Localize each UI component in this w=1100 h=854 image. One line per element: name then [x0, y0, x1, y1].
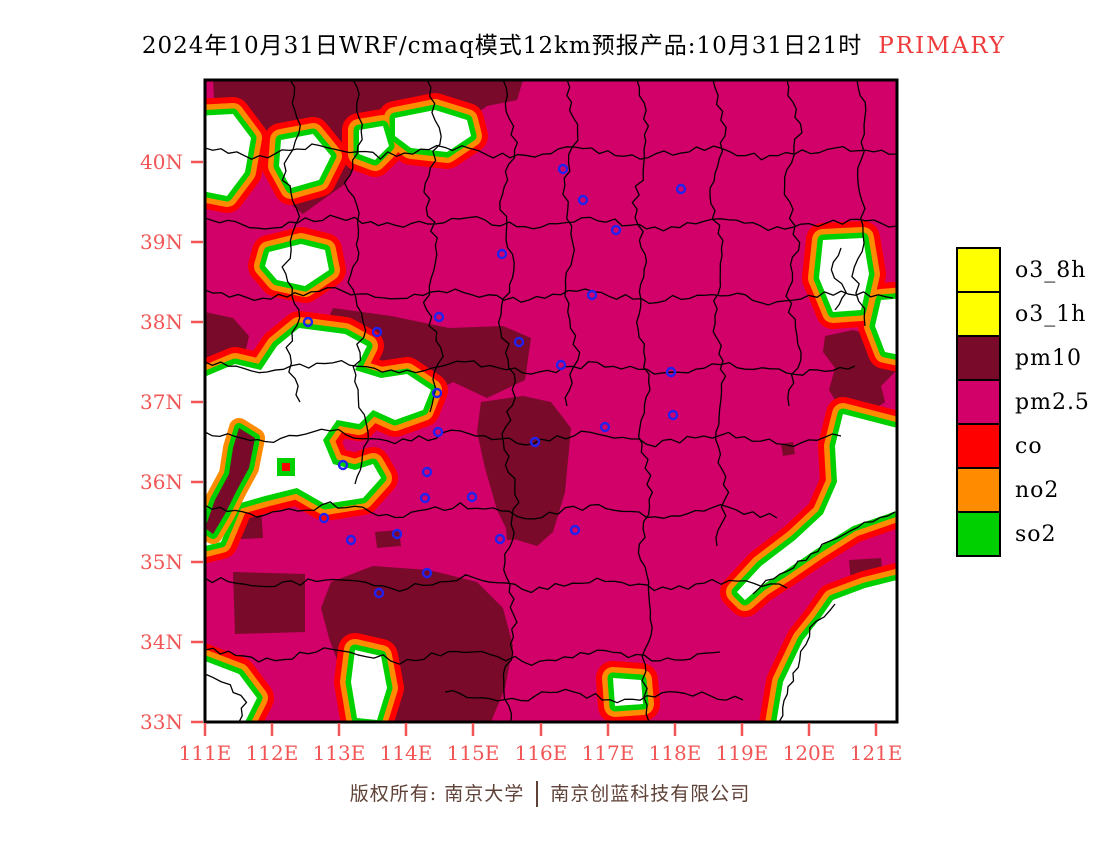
page-title: 2024年10月31日WRF/cmaq模式12km预报产品:10月31日21时 P… — [0, 26, 1100, 60]
legend-swatch-co — [956, 423, 1001, 469]
legend-swatch-no2 — [956, 467, 1001, 513]
lon-tick-label: 113E — [313, 741, 366, 765]
legend-label: pm2.5 — [1015, 389, 1090, 415]
legend-label: so2 — [1015, 521, 1057, 547]
legend-item-no2: no2 — [956, 467, 1090, 513]
legend-swatch-pm10 — [956, 335, 1001, 381]
forecast-title: 2024年10月31日WRF/cmaq模式12km预报产品:10月31日21时 — [141, 33, 863, 59]
legend-swatch-o3_8h — [956, 247, 1001, 293]
legend-item-so2: so2 — [956, 511, 1090, 557]
legend-swatch-pm2.5 — [956, 379, 1001, 425]
copyright-right: 南京创蓝科技有限公司 — [550, 783, 751, 805]
legend-item-o3_1h: o3_1h — [956, 291, 1090, 337]
lon-tick-label: 115E — [447, 741, 500, 765]
lat-tick-label: 36N — [140, 470, 183, 494]
lon-tick-label: 111E — [179, 741, 232, 765]
copyright-left: 版权所有: 南京大学 — [349, 783, 525, 805]
legend-item-pm2.5: pm2.5 — [956, 379, 1090, 425]
lat-tick-label: 33N — [140, 710, 183, 734]
lat-tick-label: 37N — [140, 390, 183, 414]
lon-tick-label: 121E — [850, 741, 903, 765]
lon-tick-label: 120E — [783, 741, 836, 765]
lat-tick-label: 40N — [140, 150, 183, 174]
legend-label: o3_8h — [1015, 257, 1087, 283]
lon-tick-label: 117E — [582, 741, 635, 765]
lon-tick-label: 119E — [716, 741, 769, 765]
lat-tick-label: 35N — [140, 550, 183, 574]
primary-tag: PRIMARY — [878, 33, 1007, 59]
lon-tick-label: 112E — [246, 741, 299, 765]
lon-tick-label: 116E — [515, 741, 568, 765]
lat-tick-label: 38N — [140, 310, 183, 334]
map-frame — [203, 78, 899, 724]
lat-tick-label: 34N — [140, 630, 183, 654]
copyright-footer: 版权所有: 南京大学 南京创蓝科技有限公司 — [0, 779, 1100, 807]
legend-label: co — [1015, 433, 1043, 459]
lat-tick-label: 39N — [140, 230, 183, 254]
footer-divider — [536, 781, 539, 807]
legend-item-co: co — [956, 423, 1090, 469]
longitude-axis: 111E 112E 113E 114E 115E 116E 117E 118E 119E 120E… — [179, 723, 903, 765]
legend-label: o3_1h — [1015, 301, 1087, 327]
legend-label: pm10 — [1015, 345, 1082, 371]
legend-item-o3_8h: o3_8h — [956, 247, 1090, 293]
latitude-axis: 40N 39N 38N 37N 36N 35N 34N 33N — [140, 150, 203, 734]
legend-swatch-o3_1h — [956, 291, 1001, 337]
pollutant-legend: o3_8h o3_1h pm10 pm2.5 co no2 so2 — [956, 247, 1090, 557]
lon-tick-label: 118E — [649, 741, 702, 765]
map-content — [205, 80, 897, 722]
legend-swatch-so2 — [956, 511, 1001, 557]
legend-item-pm10: pm10 — [956, 335, 1090, 381]
legend-label: no2 — [1015, 477, 1060, 503]
lon-tick-label: 114E — [380, 741, 433, 765]
